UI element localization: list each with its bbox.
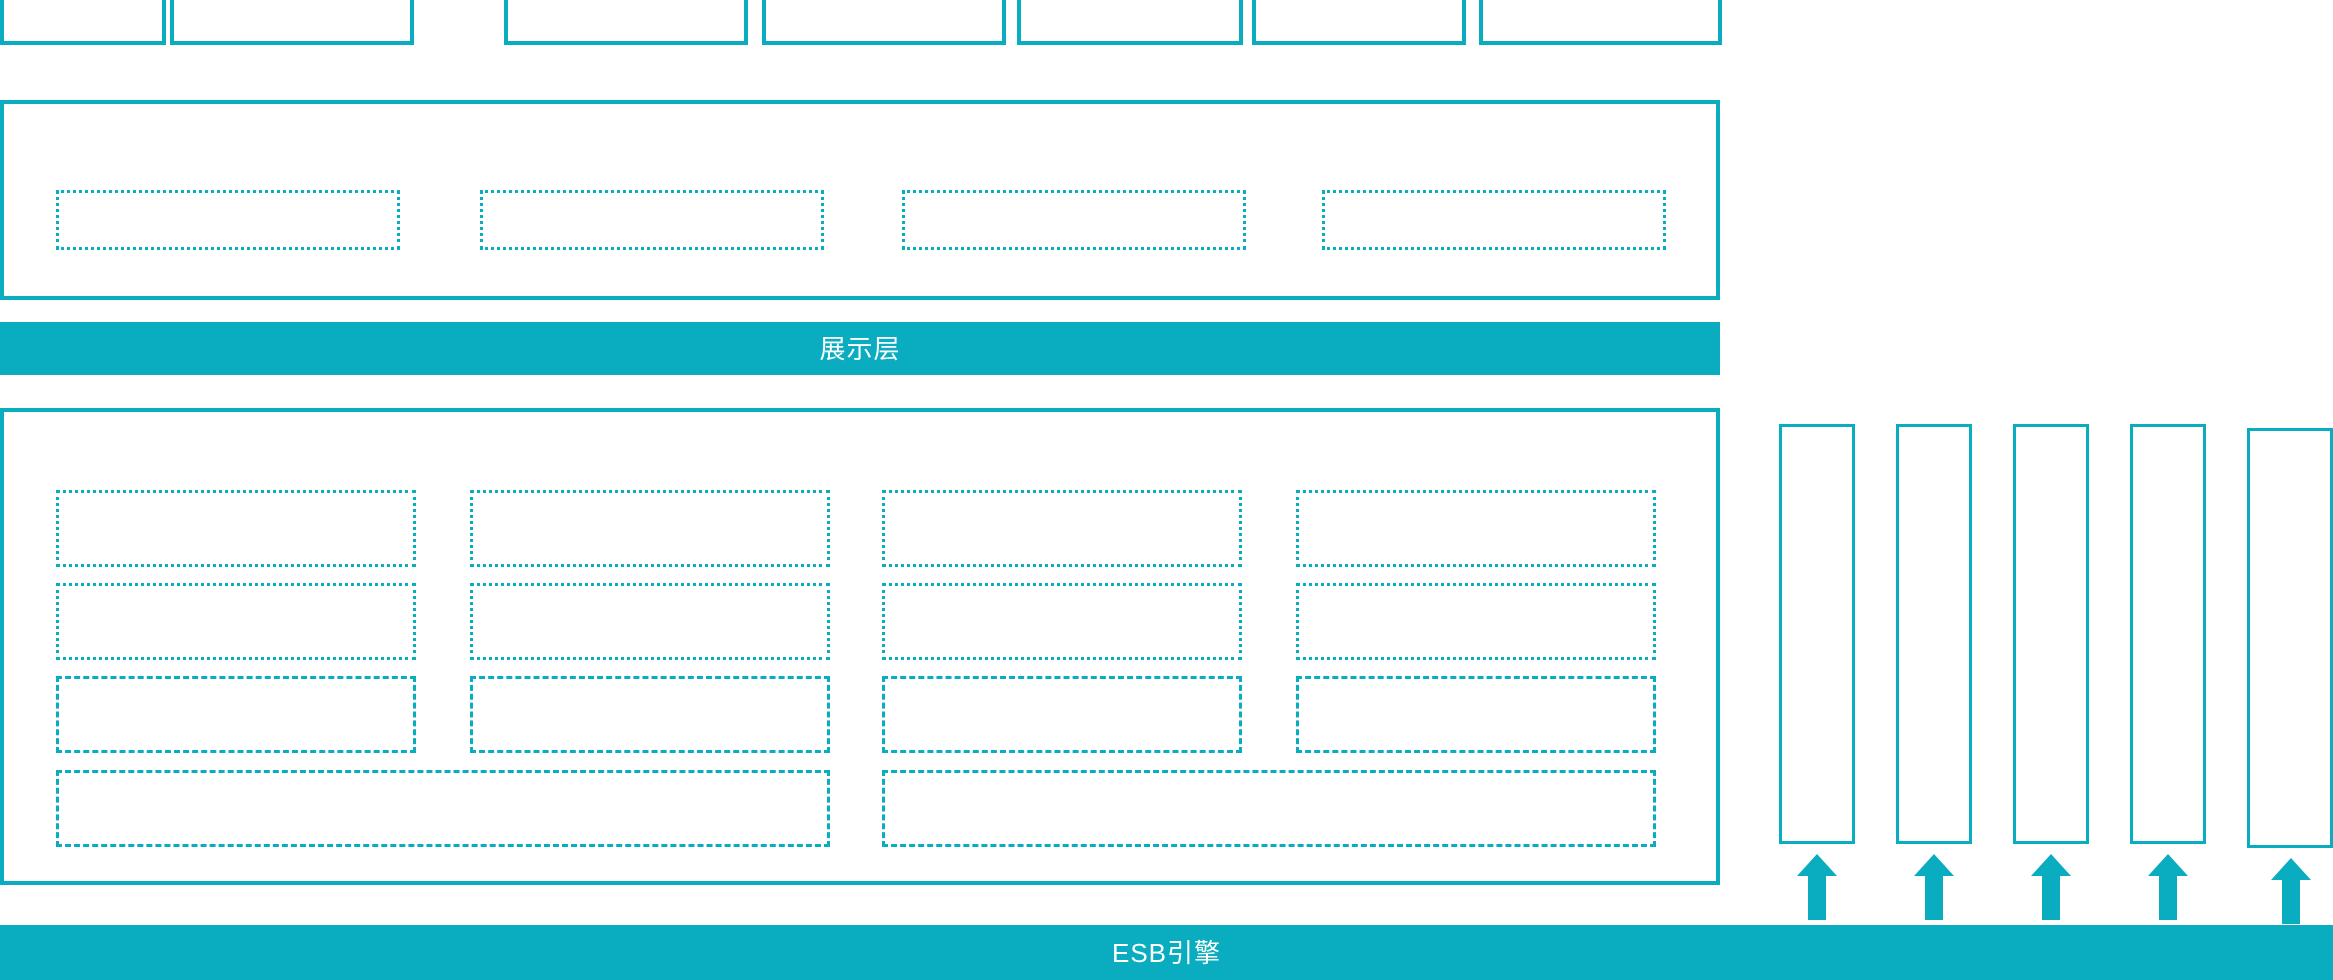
application-module-cell[interactable] bbox=[1296, 676, 1656, 753]
arrow-up-icon bbox=[2271, 858, 2311, 924]
application-module-cell[interactable] bbox=[56, 676, 416, 753]
top-entry-card[interactable] bbox=[0, 0, 166, 45]
esb-engine-band: ESB引擎 bbox=[0, 925, 2333, 980]
arrow-up-icon bbox=[1797, 854, 1837, 920]
upper-panel-slot[interactable] bbox=[56, 190, 400, 250]
esb-engine-label: ESB引擎 bbox=[1111, 937, 1222, 968]
application-module-cell[interactable] bbox=[470, 583, 830, 660]
top-entry-card[interactable] bbox=[170, 0, 414, 45]
side-support-bar[interactable] bbox=[2013, 424, 2089, 844]
application-module-cell[interactable] bbox=[882, 770, 1656, 847]
application-module-cell[interactable] bbox=[1296, 490, 1656, 567]
application-module-cell[interactable] bbox=[882, 583, 1242, 660]
application-module-cell[interactable] bbox=[470, 676, 830, 753]
presentation-layer-label: 展示层 bbox=[819, 333, 901, 364]
application-module-cell[interactable] bbox=[56, 770, 830, 847]
top-entry-card[interactable] bbox=[504, 0, 748, 45]
application-module-cell[interactable] bbox=[56, 583, 416, 660]
upper-panel-slot[interactable] bbox=[480, 190, 824, 250]
side-support-bar[interactable] bbox=[2130, 424, 2206, 844]
top-entry-card[interactable] bbox=[1017, 0, 1243, 45]
arrow-up-icon bbox=[2031, 854, 2071, 920]
upper-panel-frame bbox=[0, 100, 1720, 300]
side-support-bar[interactable] bbox=[1896, 424, 1972, 844]
arrow-up-icon bbox=[2148, 854, 2188, 920]
application-layer-frame bbox=[0, 408, 1720, 885]
application-module-cell[interactable] bbox=[882, 490, 1242, 567]
side-support-bar[interactable] bbox=[2247, 428, 2333, 848]
presentation-layer-band: 展示层 bbox=[0, 322, 1720, 375]
application-module-cell[interactable] bbox=[470, 490, 830, 567]
top-entry-card[interactable] bbox=[1252, 0, 1466, 45]
upper-panel-slot[interactable] bbox=[1322, 190, 1666, 250]
application-module-cell[interactable] bbox=[1296, 583, 1656, 660]
application-module-cell[interactable] bbox=[56, 490, 416, 567]
application-module-cell[interactable] bbox=[882, 676, 1242, 753]
arrow-up-icon bbox=[1914, 854, 1954, 920]
upper-panel-slot[interactable] bbox=[902, 190, 1246, 250]
top-entry-card[interactable] bbox=[1479, 0, 1722, 45]
side-support-bar[interactable] bbox=[1779, 424, 1855, 844]
top-entry-card[interactable] bbox=[762, 0, 1006, 45]
